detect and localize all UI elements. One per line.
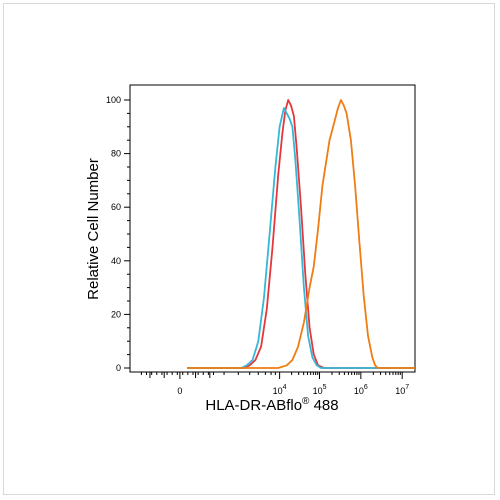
x-tick-label: 104	[273, 384, 287, 396]
y-axis: 0 20 40 60 80 100	[106, 95, 130, 373]
x-tick-label: 107	[395, 384, 409, 396]
x-axis-title-main: HLA-DR-ABflo	[205, 397, 302, 414]
series-line-2	[187, 107, 415, 369]
series-group	[187, 99, 415, 369]
x-axis: 0 104 105 106 107	[140, 372, 409, 396]
y-axis-title: Relative Cell Number	[85, 158, 102, 300]
y-tick-label: 40	[111, 256, 121, 266]
y-tick-label: 80	[111, 149, 121, 159]
x-axis-title-sup: ®	[302, 396, 310, 407]
series-line-3	[187, 99, 415, 369]
plot-area	[129, 84, 416, 373]
y-tick-label: 0	[116, 363, 121, 373]
x-axis-title-suffix: 488	[309, 397, 338, 414]
x-tick-label: 105	[313, 384, 327, 396]
y-tick-label: 100	[106, 95, 121, 105]
y-tick-label: 20	[111, 309, 121, 319]
series-line-1	[187, 99, 415, 369]
x-tick-label: 106	[354, 384, 368, 396]
x-axis-title: HLA-DR-ABflo® 488	[205, 396, 338, 414]
x-tick-label: 0	[177, 386, 182, 396]
y-tick-label: 60	[111, 202, 121, 212]
